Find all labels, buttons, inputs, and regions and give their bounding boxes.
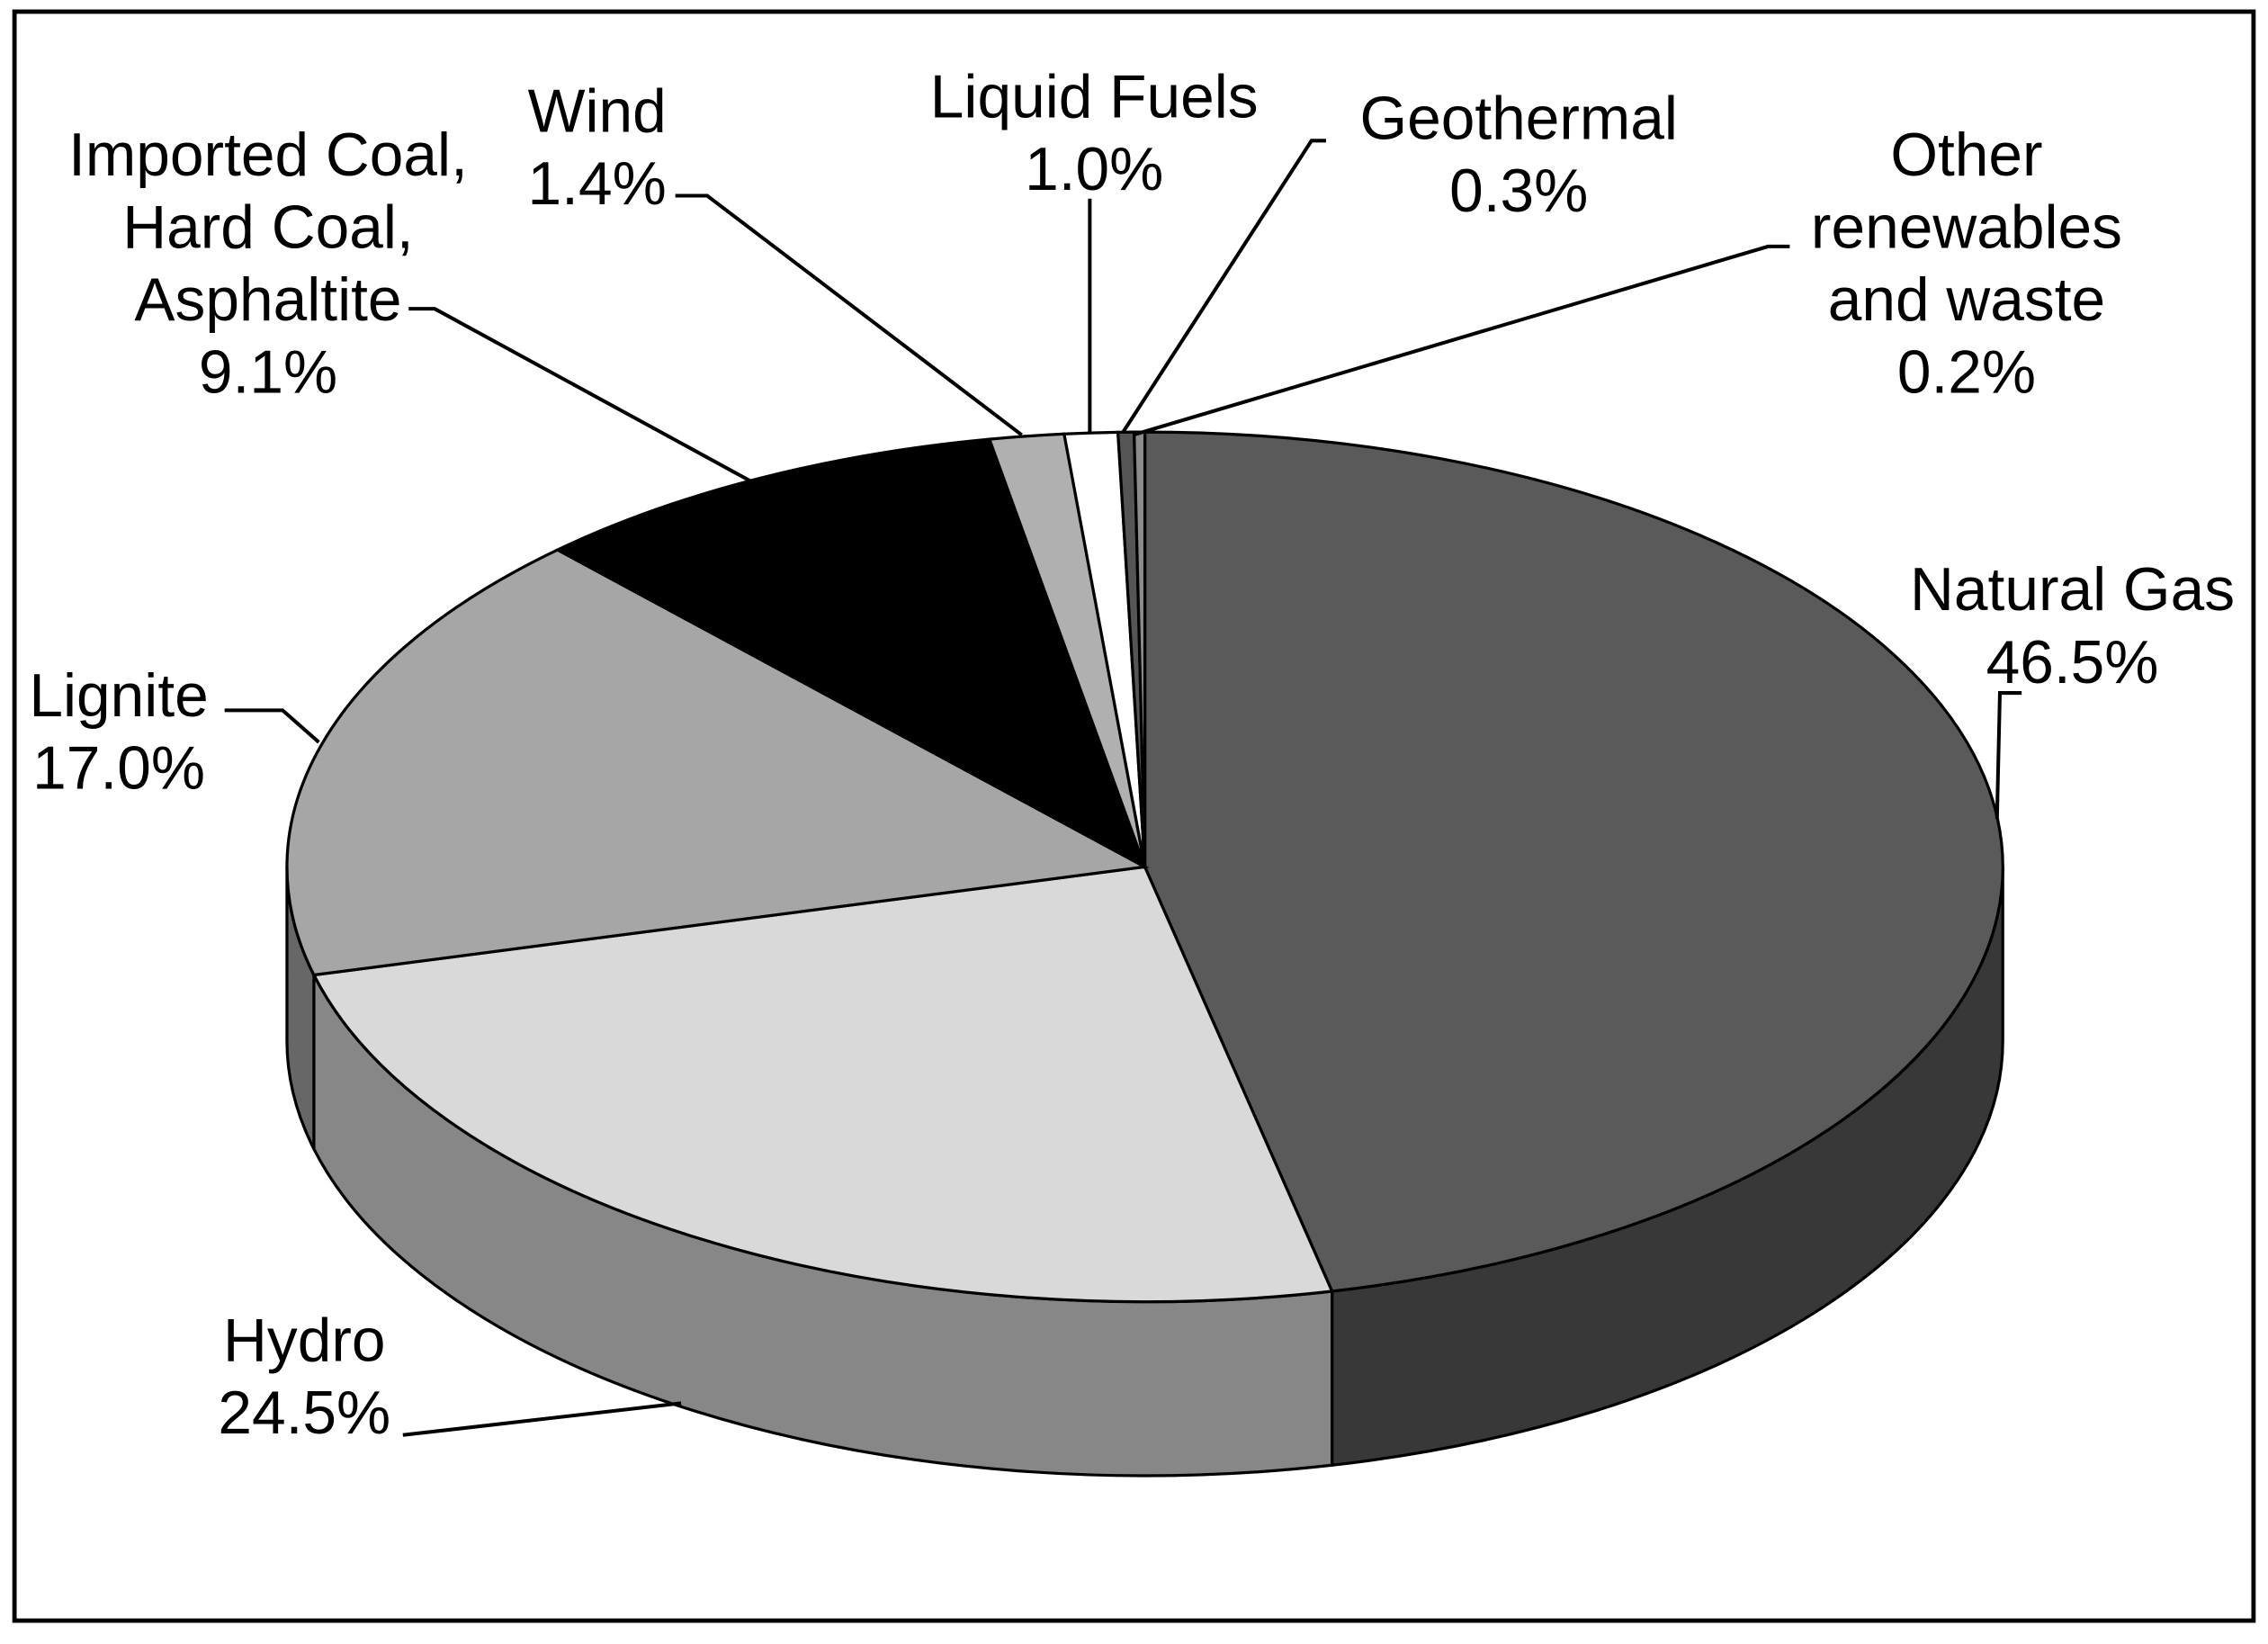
slice-label: Geothermal 0.3%: [1302, 83, 1736, 228]
value-label: 24.5%: [218, 1378, 391, 1447]
slice-label: Liquid Fuels 1.0%: [877, 61, 1312, 206]
category-label: Wind: [527, 76, 667, 146]
slice-label: Imported Coal, Hard Coal, Asphaltite 9.1%: [36, 119, 499, 409]
value-label: 9.1%: [198, 337, 338, 407]
slice: [285, 548, 1150, 977]
value-label: 0.3%: [1449, 157, 1589, 225]
leader-line: [675, 193, 1023, 436]
slice-label: Hydro 24.5%: [123, 1305, 486, 1450]
value-label: 46.5%: [1986, 627, 2159, 696]
leader-line: [1133, 244, 1790, 437]
value-label: 1.0%: [1025, 134, 1164, 203]
leader-line: [1995, 691, 2022, 820]
slice: [554, 437, 1148, 870]
category-label: Liquid Fuels: [929, 62, 1259, 131]
slice: [311, 865, 1334, 1304]
slice-label: Wind 1.4%: [453, 76, 742, 220]
category-label: Hydro: [223, 1306, 386, 1375]
category-label: Other renewables and waste: [1810, 120, 2122, 334]
value-label: 0.2%: [1896, 337, 2037, 407]
slice-label: Lignite 17.0%: [0, 660, 264, 804]
category-label: Imported Coal, Hard Coal, Asphaltite: [68, 120, 468, 334]
leader-line: [1121, 139, 1326, 434]
leader-line: [224, 708, 320, 744]
category-label: Natural Gas: [1910, 555, 2236, 624]
leader-line: [402, 1401, 682, 1437]
slice-label: Natural Gas 46.5%: [1855, 553, 2268, 698]
category-label: Lignite: [29, 660, 209, 730]
slice-label: Other renewables and waste 0.2%: [1793, 119, 2141, 409]
value-label: 1.4%: [527, 148, 667, 218]
leader-line: [408, 307, 755, 485]
value-label: 17.0%: [32, 733, 206, 802]
category-label: Geothermal: [1359, 84, 1678, 153]
slice: [1143, 430, 2004, 1293]
